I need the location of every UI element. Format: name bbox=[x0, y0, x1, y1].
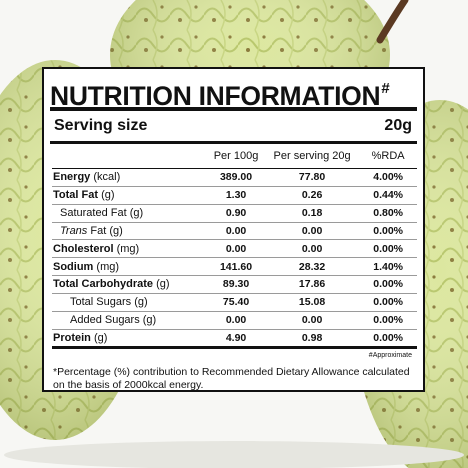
divider-thick bbox=[50, 107, 417, 111]
rda-footnote: *Percentage (%) contribution to Recommen… bbox=[53, 366, 410, 392]
table-header-row: Per 100g Per serving 20g %RDA bbox=[52, 144, 417, 169]
column-header-nutrient bbox=[52, 144, 207, 169]
table-row-sodium: Sodium (mg) 141.60 28.32 1.40% bbox=[52, 257, 417, 277]
serving-size-label: Serving size bbox=[54, 117, 148, 134]
table-row-total-carbohydrate: Total Carbohydrate (g) 89.30 17.86 0.00% bbox=[52, 275, 417, 294]
serving-size-row: Serving size 20g bbox=[52, 111, 413, 141]
divider-medium bbox=[50, 141, 417, 144]
table-row-saturated-fat: Saturated Fat (g) 0.90 0.18 0.80% bbox=[52, 204, 417, 223]
table-row-cholesterol: Cholesterol (mg) 0.00 0.00 0.00% bbox=[52, 239, 417, 259]
table-row-added-sugars: Added Sugars (g) 0.00 0.00 0.00% bbox=[52, 311, 417, 330]
column-header-rda: %RDA bbox=[371, 150, 405, 162]
table-row-protein: Protein (g) 4.90 0.98 0.00% bbox=[52, 329, 417, 350]
table-row-total-sugars: Total Sugars (g) 75.40 15.08 0.00% bbox=[52, 293, 417, 312]
column-header-per-serving: Per serving 20g bbox=[273, 150, 351, 162]
serving-size-value: 20g bbox=[384, 117, 412, 134]
panel-title: NUTRITION INFORMATION# bbox=[50, 80, 390, 111]
nutrition-information-panel: NUTRITION INFORMATION# Serving size 20g … bbox=[42, 67, 425, 392]
column-header-per-100g: Per 100g bbox=[213, 150, 259, 162]
fruit-stem bbox=[376, 0, 409, 44]
nutrition-table: Per 100g Per serving 20g %RDA Energy (kc… bbox=[52, 144, 417, 350]
table-row-trans-fat: Trans Fat (g) 0.00 0.00 0.00% bbox=[52, 222, 417, 241]
table-row-energy: Energy (kcal) 389.00 77.80 4.00% bbox=[52, 168, 417, 187]
approximate-note: #Approximate bbox=[368, 352, 412, 360]
approximate-mark: # bbox=[381, 80, 390, 97]
table-row-total-fat: Total Fat (g) 1.30 0.26 0.44% bbox=[52, 186, 417, 205]
